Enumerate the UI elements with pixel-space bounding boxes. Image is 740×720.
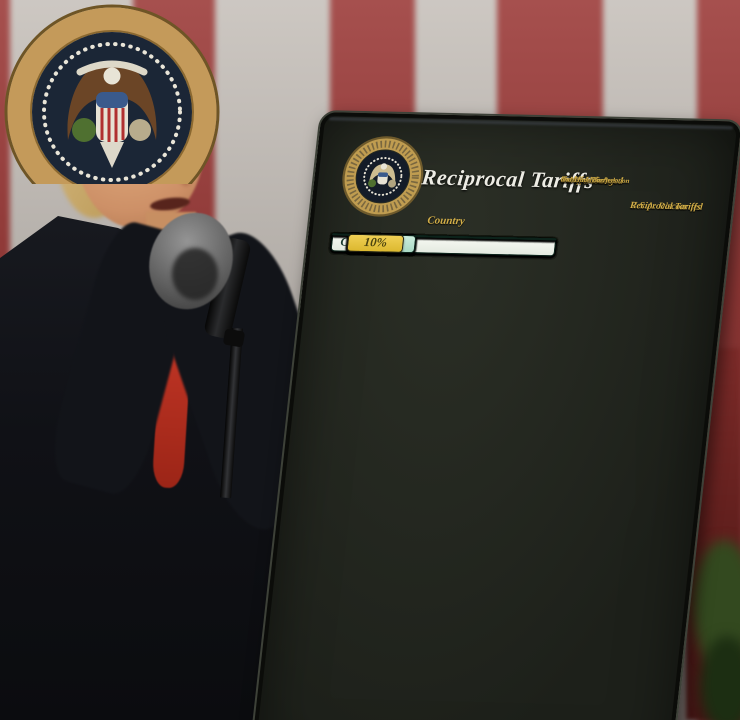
eagle-wings	[67, 61, 157, 140]
eagle-scroll	[76, 60, 148, 76]
foliage-blob	[700, 636, 740, 720]
eagle-tail	[100, 142, 124, 168]
presidential-seal: SEAL OF THE PRESIDENT OF THE UNITED STAT…	[4, 4, 220, 184]
olive-branch	[72, 118, 96, 142]
arrows	[129, 119, 151, 141]
eagle-head	[103, 67, 121, 85]
presidential-seal-icon	[342, 136, 424, 217]
mic-windscreen-shadow	[172, 248, 218, 300]
tariff-board: Reciprocal Tariffs Country Tariffs Charg…	[247, 110, 740, 720]
